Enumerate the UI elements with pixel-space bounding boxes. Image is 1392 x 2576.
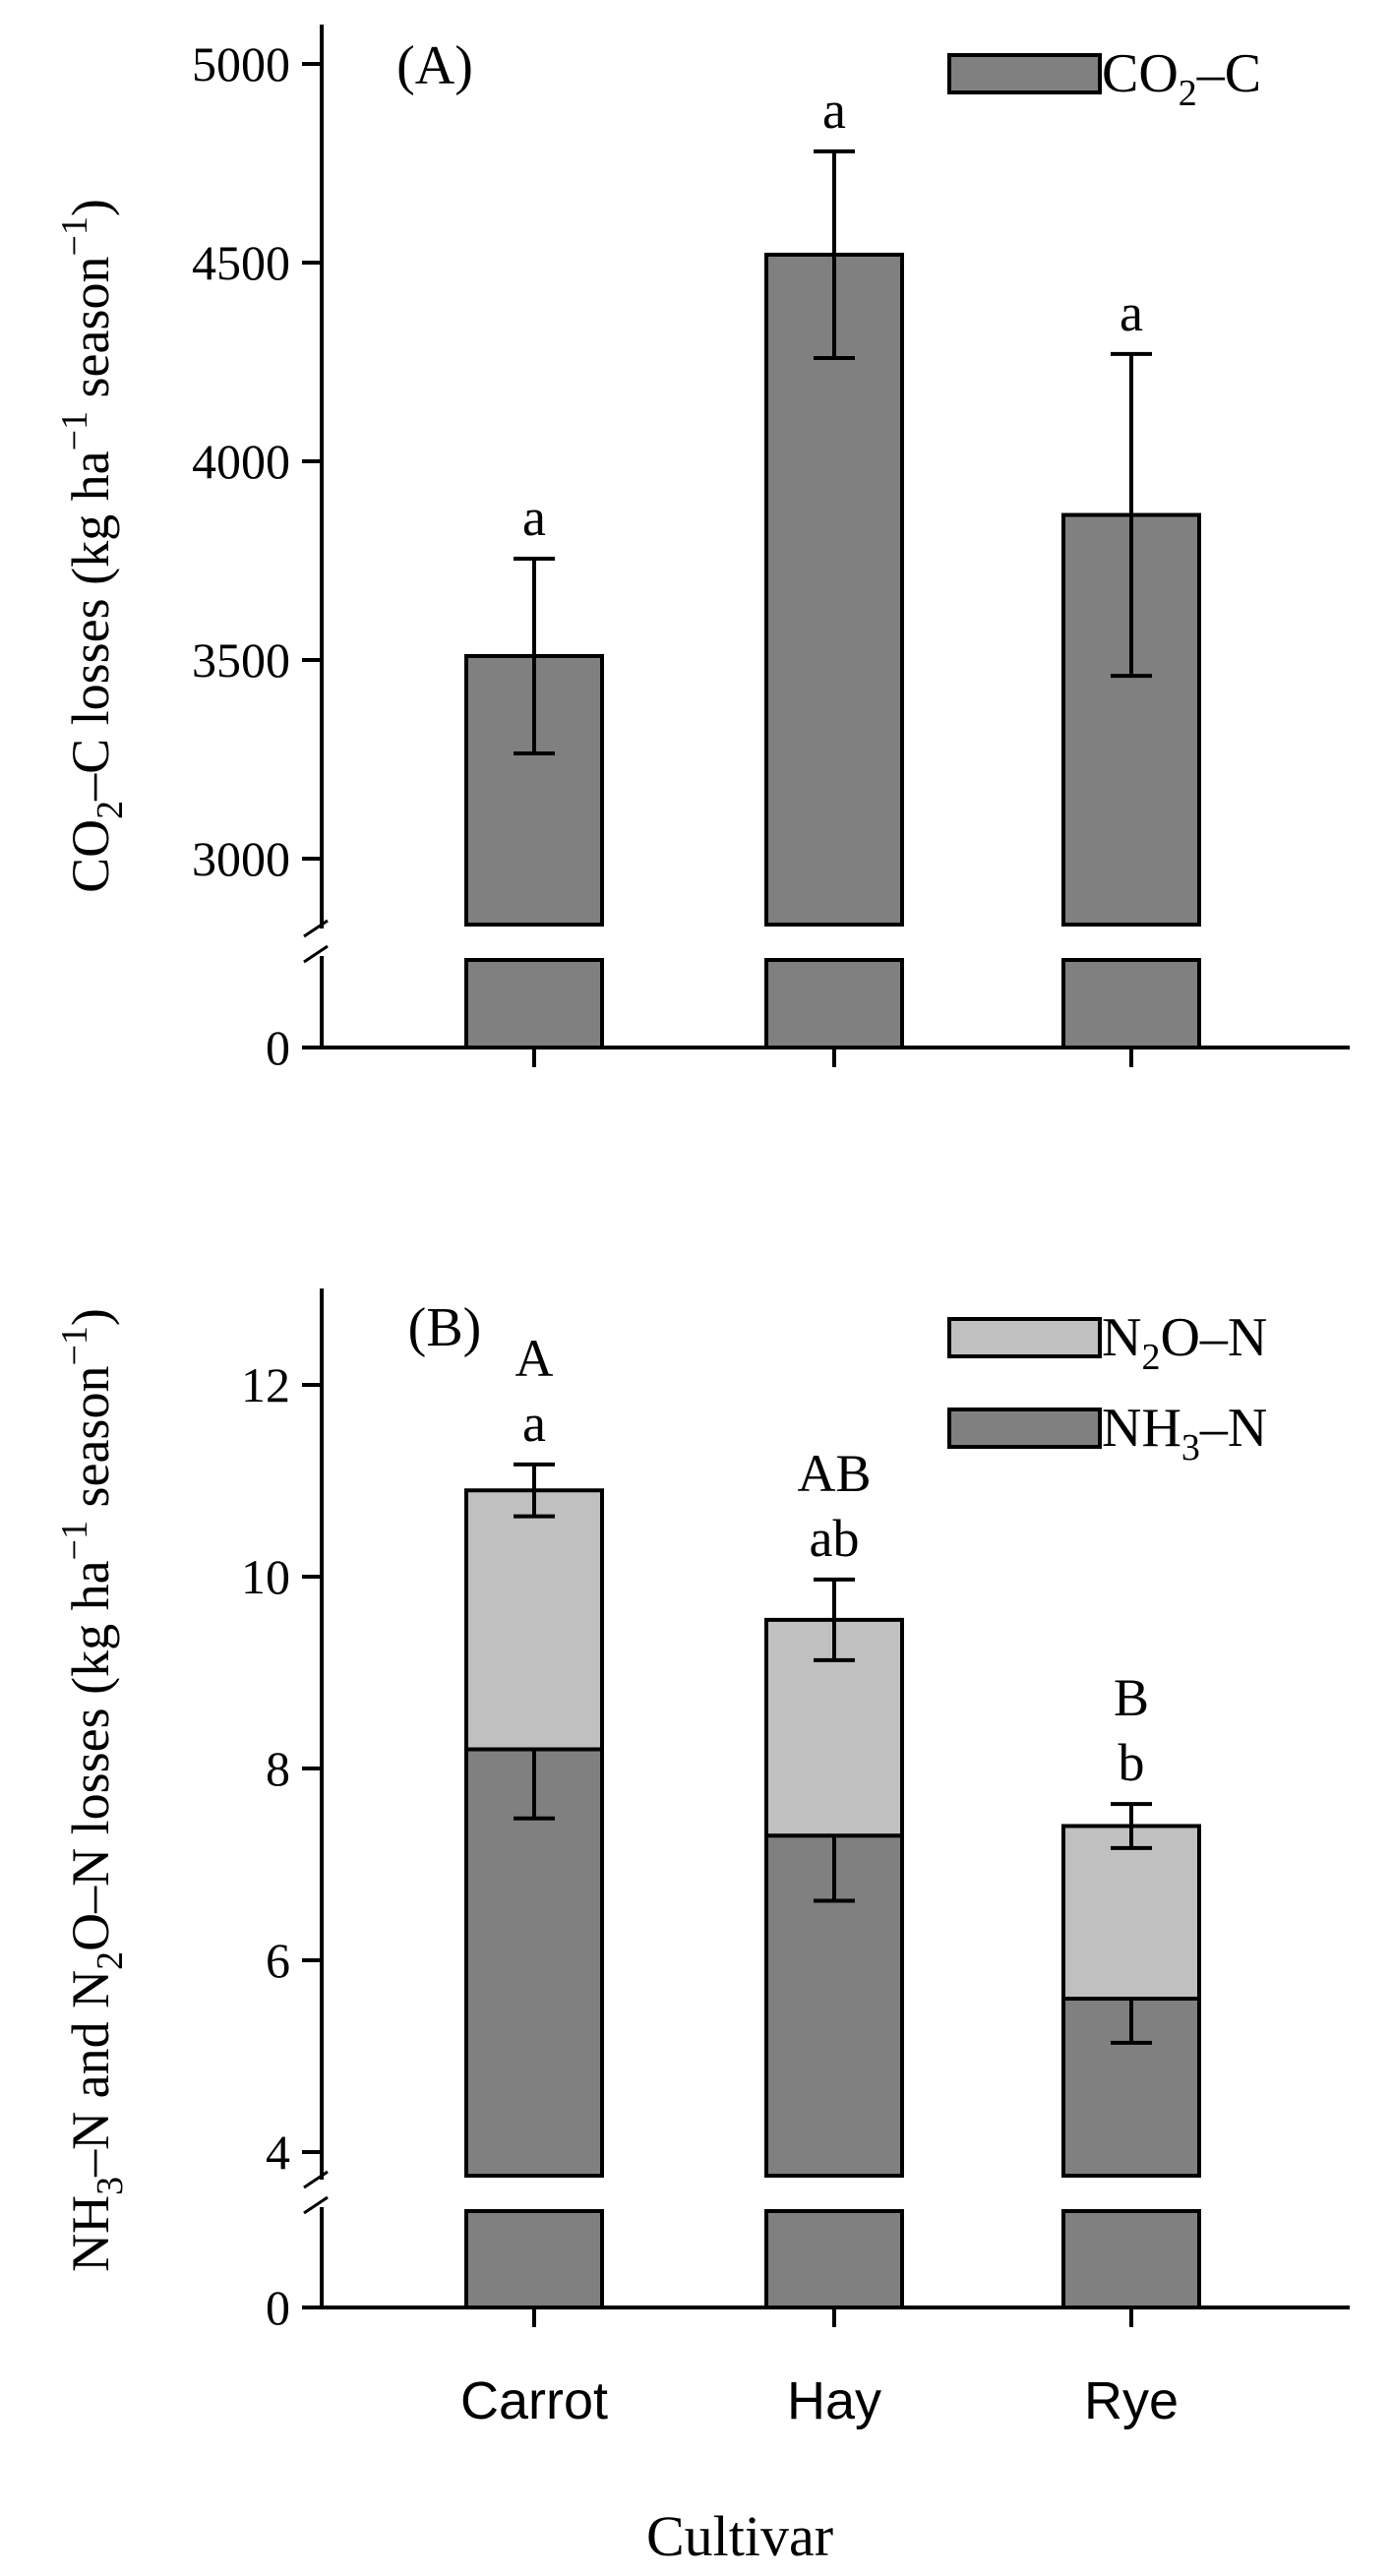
legend-label: N2O–N [1102, 1307, 1267, 1378]
y-tick-label: 0 [266, 1020, 290, 1075]
legend-label: NH3–N [1102, 1398, 1267, 1468]
y-axis-title: NH3​–N and N2​O–N losses (kg ha−1​ seaso… [54, 1308, 131, 2272]
legend-swatch [947, 53, 1102, 94]
significance-letter: b [1119, 1733, 1145, 1792]
panel-label: (B) [408, 1297, 482, 1358]
axis-break-mark [303, 2195, 329, 2215]
x-tick-label: Rye [1084, 2371, 1179, 2430]
panel-label: (A) [396, 35, 473, 96]
y-tick-label: 12 [241, 1357, 290, 1412]
y-tick-label: 5000 [192, 36, 290, 91]
significance-letter: ab [810, 1509, 860, 1568]
axis-break-mark [303, 944, 329, 964]
panel-b: 04681012CarrotHayRyeaabbaabbAABB(B)N2O–N… [54, 1288, 1350, 2430]
bar-lower-segment [764, 958, 904, 1049]
panel-a: 0 3000 3500 4000 4500 5000 a a a (A) CO2–C CO2​–C l… [54, 25, 1350, 1075]
y-tick-label: 4 [266, 2125, 290, 2180]
legend-swatch [947, 1408, 1102, 1449]
x-tick-label: Hay [787, 2371, 881, 2430]
y-tick-label: 4000 [192, 434, 290, 489]
y-axis-title: CO2​–C losses (kg ha−1​ season−1​) [54, 199, 131, 893]
bar-lower-segment [1061, 2209, 1201, 2309]
bar [1061, 1824, 1201, 2001]
y-tick-label: 3500 [192, 632, 290, 688]
bar [464, 1488, 604, 1752]
x-tick-label: Carrot [460, 2371, 608, 2430]
bar-lower-segment [464, 2209, 604, 2309]
y-tick-label: 8 [266, 1741, 290, 1796]
axis-break-mark [303, 2170, 329, 2189]
significance-letter: a [522, 1394, 546, 1453]
bar [764, 252, 904, 928]
total-significance-letter: A [515, 1329, 554, 1388]
y-tick-label: 6 [266, 1933, 290, 1988]
total-significance-letter: B [1114, 1668, 1149, 1727]
bar-lower-segment [464, 958, 604, 1049]
x-axis-title: Cultivar [646, 2504, 833, 2568]
significance-letter: a [1120, 283, 1143, 342]
significance-letter: a [822, 81, 846, 140]
legend-label: CO2–C [1102, 43, 1261, 114]
y-tick-label: 10 [241, 1549, 290, 1604]
bar [464, 1747, 604, 2178]
legend-swatch [947, 1317, 1102, 1358]
bar-lower-segment [764, 2209, 904, 2309]
y-tick-label: 3000 [192, 831, 290, 886]
total-significance-letter: AB [797, 1444, 871, 1503]
axis-break-mark [303, 919, 329, 938]
y-tick-label: 4500 [192, 235, 290, 290]
y-tick-label: 0 [266, 2280, 290, 2335]
bar-lower-segment [1061, 958, 1201, 1049]
significance-letter: a [522, 488, 546, 547]
